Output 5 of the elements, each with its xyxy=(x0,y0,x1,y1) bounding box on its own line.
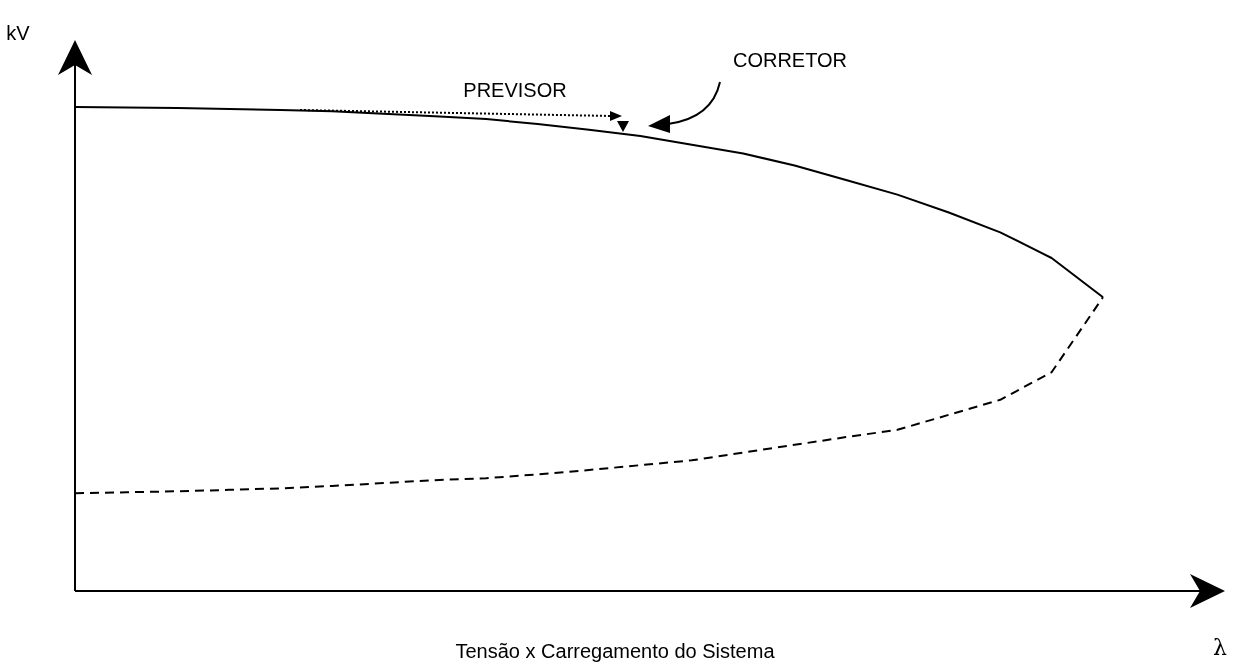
y-axis-title: kV xyxy=(6,22,31,44)
x-axis-title: λ xyxy=(1213,635,1228,660)
text: CORRETOR xyxy=(732,49,848,71)
text: PREVISOR xyxy=(463,79,567,101)
text: Tensão x Carregamento do Sistema xyxy=(455,640,776,662)
